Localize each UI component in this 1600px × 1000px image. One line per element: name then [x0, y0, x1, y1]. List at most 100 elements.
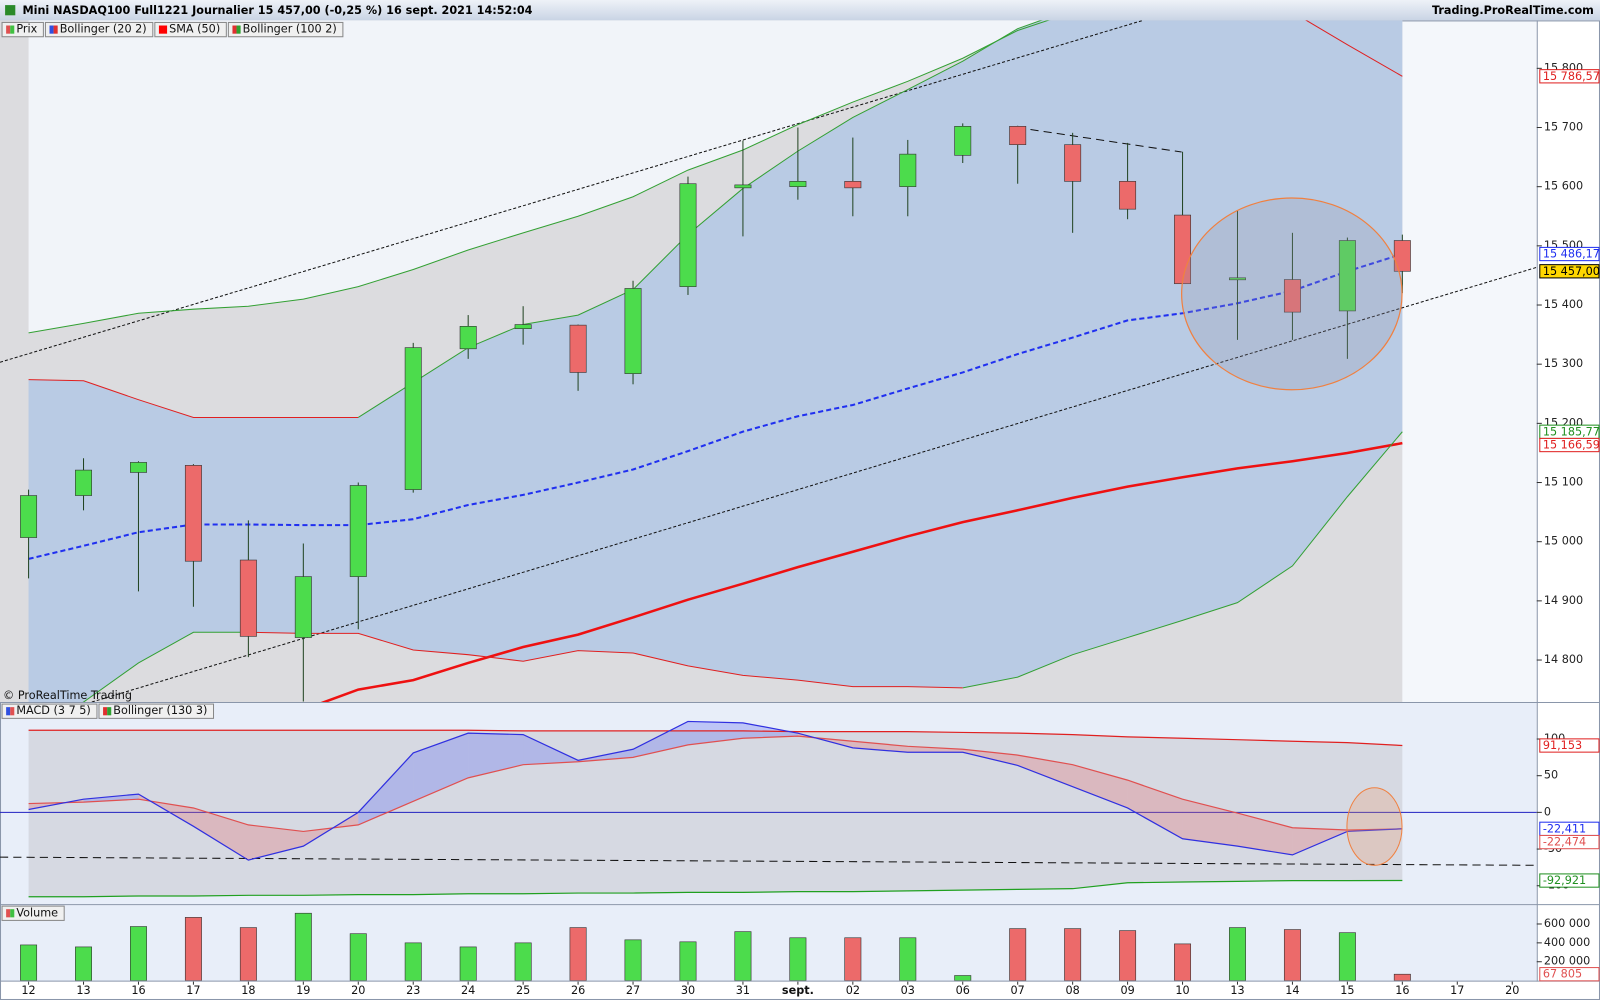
volume-bar: [404, 942, 422, 981]
signal-line: [28, 735, 1403, 833]
y-tick-label: 14 800: [1544, 653, 1583, 666]
candle-body: [75, 469, 92, 496]
volume-bar: [899, 937, 917, 981]
candle-body: [844, 181, 862, 189]
y-tick-label: 15 600: [1544, 180, 1583, 193]
x-tick-label: 15: [1340, 984, 1354, 997]
indicator-line: [248, 631, 963, 689]
volume-bar: [844, 937, 862, 981]
volume-bar: [1393, 973, 1411, 981]
macd-fill: [413, 733, 469, 802]
price-tag: [1539, 834, 1600, 850]
price-tag: [1539, 738, 1600, 753]
x-tick-label: 17: [1450, 984, 1464, 997]
legend-item: Bollinger (20 2): [44, 21, 154, 38]
x-tick-label: 23: [406, 984, 420, 997]
y-tick-label: 15 300: [1544, 357, 1583, 370]
x-tick-label: 13: [76, 984, 90, 997]
candle-body: [1009, 126, 1027, 145]
price-tag: [1539, 437, 1600, 453]
legend-swatch: [6, 909, 11, 918]
volume-bar: [1119, 930, 1137, 981]
legend-swatch: [6, 25, 11, 34]
indicator-line: [28, 253, 1403, 560]
x-tick-label: 31: [736, 984, 750, 997]
x-tick-label: 19: [296, 984, 310, 997]
x-tick-label: 03: [901, 984, 915, 997]
candle-body: [1229, 277, 1246, 281]
price-tag-label: 91,153: [1543, 739, 1582, 752]
legend-swatch: [163, 25, 168, 34]
price-tag-label: 15 166,59: [1543, 439, 1600, 452]
macd-fill: [742, 722, 798, 739]
y-tick-label: 15 400: [1544, 298, 1583, 311]
volume-bar: [20, 944, 38, 981]
price-tag: [1539, 246, 1600, 262]
candle-body: [1064, 144, 1082, 182]
x-tick-label: 16: [1395, 984, 1409, 997]
volume-bar: [679, 941, 697, 981]
x-tick-label: 08: [1065, 984, 1079, 997]
y-tick-label: 14 900: [1544, 594, 1583, 607]
legend-box: [44, 21, 154, 38]
macd-fill: [1017, 755, 1073, 787]
x-tick-label: 12: [21, 984, 35, 997]
x-tick-label: 26: [571, 984, 585, 997]
volume-bar: [734, 931, 752, 981]
volume-bar: [514, 942, 532, 981]
candle-body: [1283, 279, 1301, 313]
volume-bar: [1009, 928, 1027, 981]
x-tick-label: 20: [351, 984, 365, 997]
x-tick-label: 09: [1120, 984, 1134, 997]
y-tick-label: 600 000: [1544, 917, 1590, 930]
legend-item: Prix: [1, 21, 44, 38]
price-tag-label: 67 805: [1543, 968, 1582, 981]
y-tick-label: 0: [1544, 805, 1551, 818]
candle-body: [569, 324, 587, 373]
x-tick-label: 13: [1230, 984, 1244, 997]
candle-body: [789, 181, 807, 187]
candle-body: [514, 324, 532, 329]
volume-bar: [294, 912, 312, 981]
macd-fill: [523, 734, 579, 765]
resistance-line: [1017, 127, 1182, 153]
legend-swatch: [10, 909, 15, 918]
candle-body: [349, 485, 367, 577]
legend-swatch: [10, 25, 15, 34]
volume-bar: [184, 917, 202, 981]
y-tick-label: 200 000: [1544, 955, 1590, 968]
volume-bar: [1338, 932, 1356, 981]
y-tick-label: 15 000: [1544, 535, 1583, 548]
x-tick-label: 06: [956, 984, 970, 997]
indicator-line: [28, 379, 359, 418]
band-outer: [28, 20, 1048, 333]
price-tag-label: -92,921: [1543, 874, 1586, 887]
app-icon: [5, 5, 16, 16]
indicator-line: [28, 20, 1050, 334]
y-tick-label: 15 700: [1544, 121, 1583, 134]
volume-bar: [130, 926, 147, 981]
x-tick-label: 16: [131, 984, 145, 997]
volume-bar: [954, 975, 972, 981]
volume-bar: [1174, 943, 1192, 981]
x-tick-label: 07: [1011, 984, 1025, 997]
volume-bar: [75, 946, 92, 981]
indicator-line: [82, 431, 1403, 703]
legend-swatch: [10, 707, 15, 716]
x-axis-bg: [0, 981, 1600, 1000]
candle-body: [459, 326, 477, 350]
price-tag-label: -22,411: [1543, 822, 1586, 835]
legend-item: MACD (3 7 5): [1, 703, 98, 719]
macd-line: [28, 720, 1403, 861]
price-tag-label: 15 457,00: [1543, 265, 1600, 278]
indicator-line: [320, 441, 1403, 703]
candle-body: [294, 576, 312, 638]
trend-line: [91, 266, 1537, 703]
candle-body: [1393, 240, 1411, 272]
price-plot: [0, 20, 1537, 703]
highlight-circle: [1346, 787, 1403, 866]
volume-bar: [349, 933, 367, 981]
price-tag: [1539, 264, 1600, 279]
macd-fill: [248, 824, 304, 861]
